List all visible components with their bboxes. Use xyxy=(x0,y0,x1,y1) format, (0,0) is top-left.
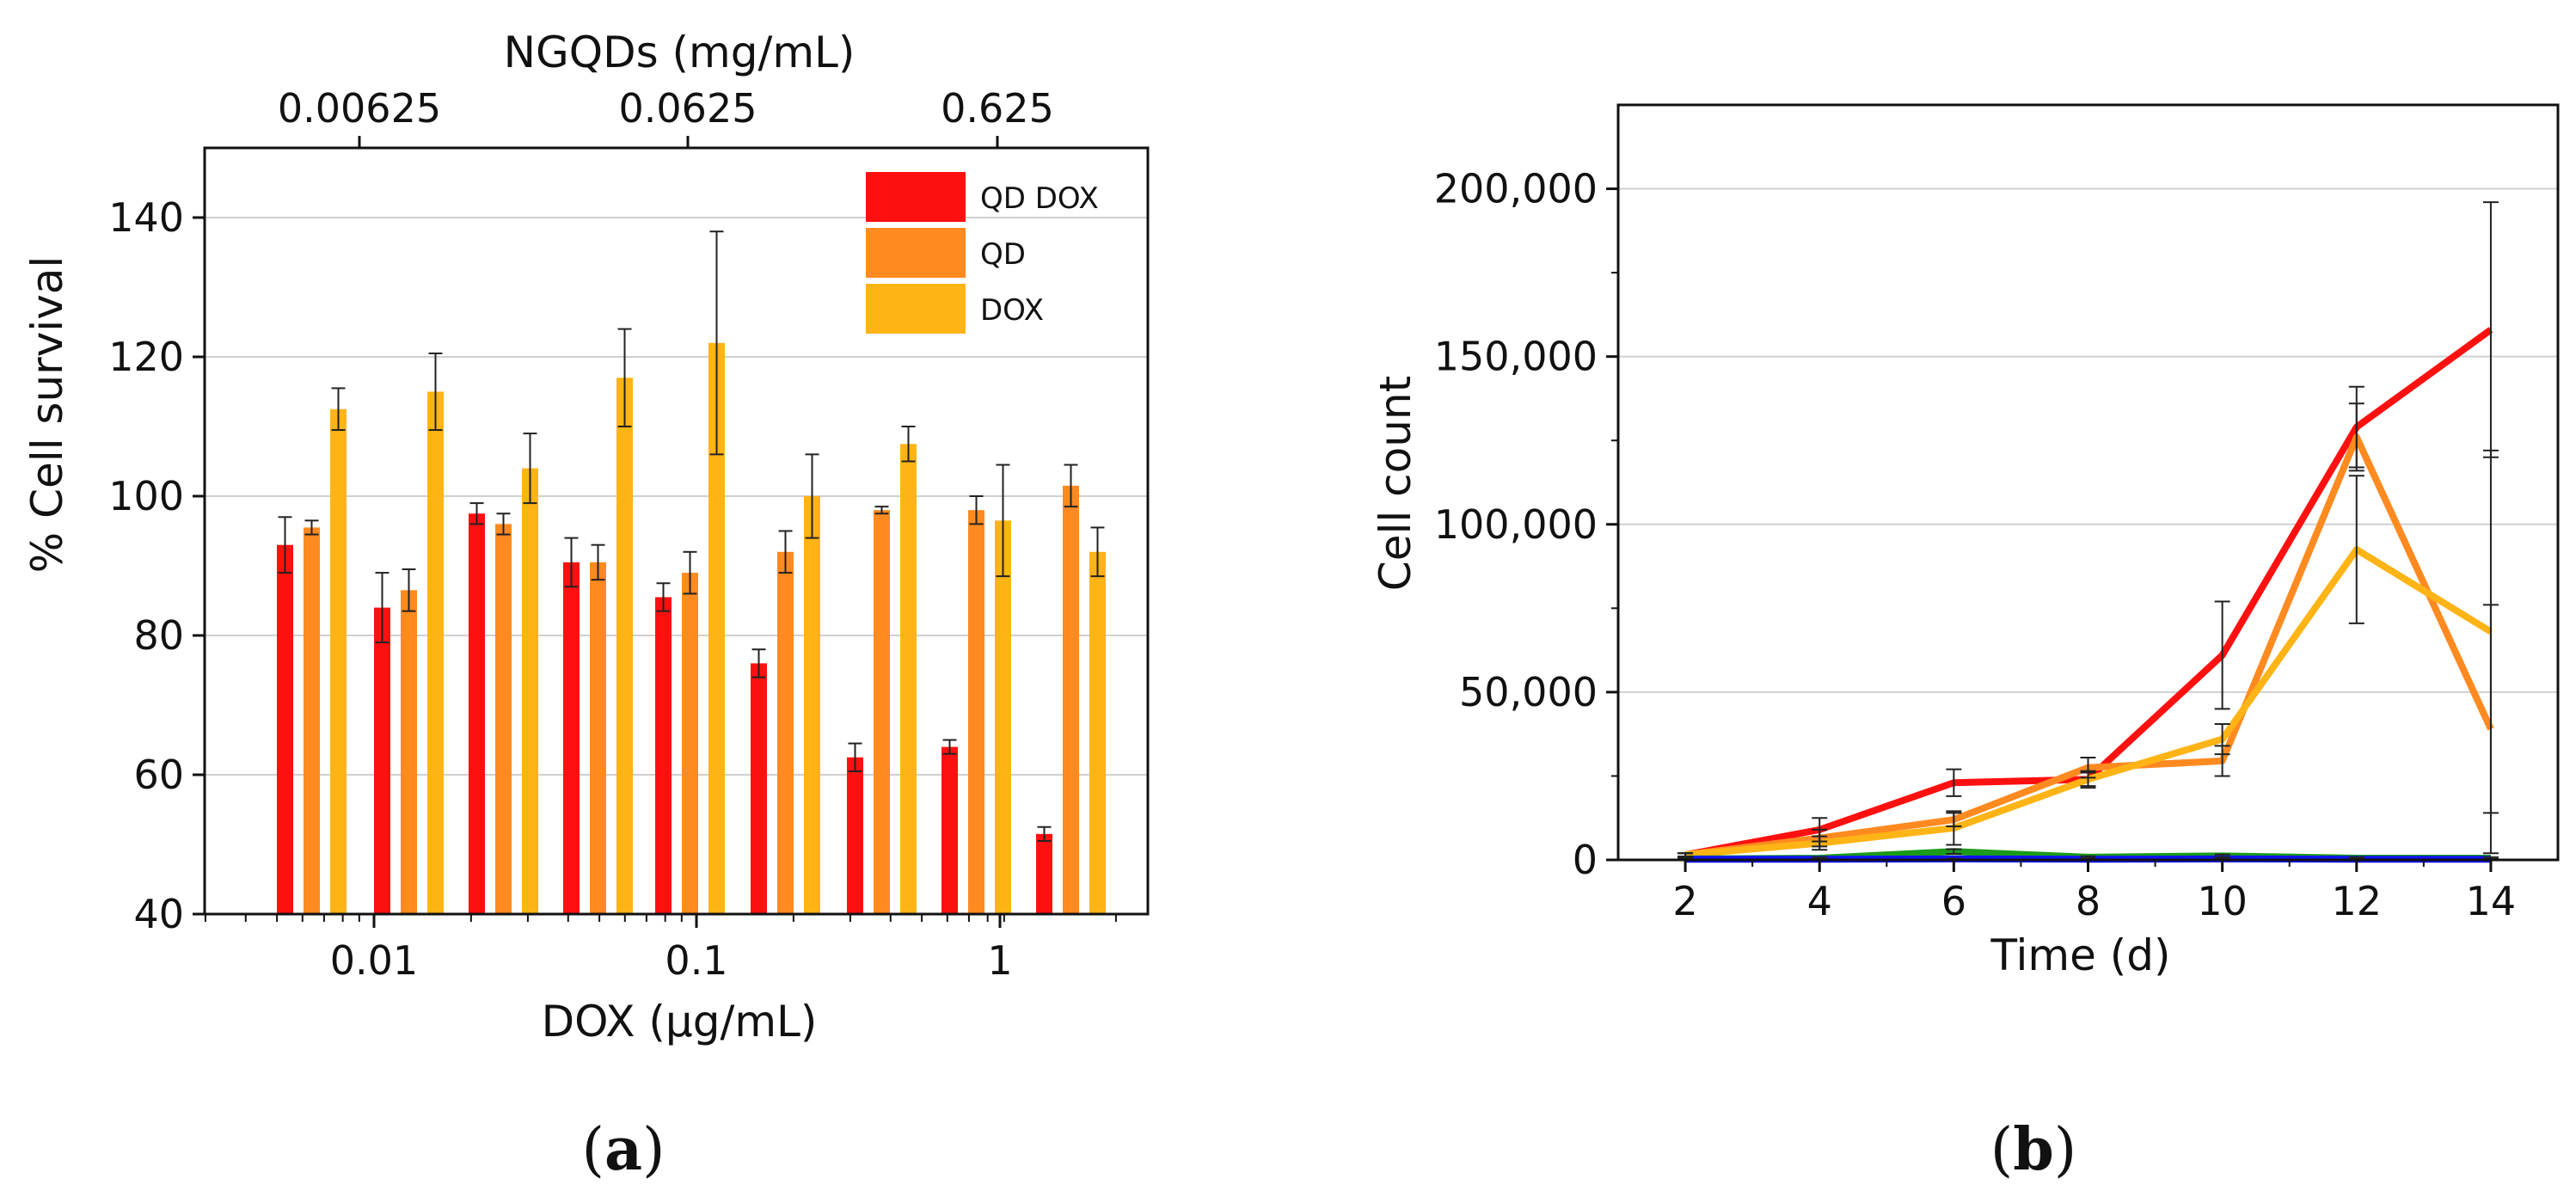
a-y-tick-label: 80 xyxy=(133,612,184,659)
a-legend-swatch xyxy=(866,284,966,334)
a-bar xyxy=(900,444,917,914)
a-bar xyxy=(847,758,863,914)
panel-b-label-letter: b xyxy=(2013,1115,2054,1184)
b-x-tick-label: 2 xyxy=(1672,878,1697,924)
b-x-tick-label: 14 xyxy=(2466,878,2517,924)
a-bar xyxy=(751,663,767,914)
a-bar xyxy=(682,573,698,914)
a-bar xyxy=(374,608,390,914)
a-top-tick-label: 0.625 xyxy=(941,85,1054,132)
a-top-axis-title: NGQDs (mg/mL) xyxy=(504,28,856,77)
b-y-tick-label: 100,000 xyxy=(1434,501,1598,548)
a-bar xyxy=(277,545,293,914)
a-bar xyxy=(968,510,984,914)
b-x-tick-label: 6 xyxy=(1941,878,1966,924)
b-x-tick-label: 8 xyxy=(2076,878,2101,924)
a-bar xyxy=(616,377,633,914)
a-bar xyxy=(495,524,512,914)
a-x-tick-label: 1 xyxy=(987,937,1012,984)
a-bar xyxy=(1063,486,1079,914)
a-y-tick-label: 60 xyxy=(133,752,184,798)
a-bars xyxy=(277,343,1106,914)
figure: 406080100120140 0.01 0.1 1 0.00625 0.0625 0.… xyxy=(0,0,2576,1203)
a-bar xyxy=(1089,552,1106,914)
b-series-line-orange xyxy=(1685,437,2491,855)
b-y-axis-title: Cell count xyxy=(1371,376,1420,591)
panel-a-label-open: ( xyxy=(581,1116,604,1184)
a-y-ticks: 40 60 80 100 120 140 xyxy=(108,194,205,937)
a-x-ticks: 0.01 0.1 1 xyxy=(205,914,1116,984)
b-plot-frame xyxy=(1618,105,2558,860)
a-y-tick-label: 100 xyxy=(108,473,184,519)
a-bar xyxy=(655,597,672,914)
panel-a-label-letter: a xyxy=(604,1115,642,1184)
a-legend-label: DOX xyxy=(980,293,1044,328)
a-bar xyxy=(874,510,890,914)
a-top-tick-label: 0.0625 xyxy=(619,85,757,132)
b-x-tick-label: 4 xyxy=(1807,878,1832,924)
b-y-ticks: 0 50,000 100,000 150,000 200,000 xyxy=(1434,166,1618,883)
a-legend-swatch xyxy=(866,172,966,222)
panel-b-label: (b) xyxy=(1990,1115,2077,1184)
b-y-tick-label: 150,000 xyxy=(1434,334,1598,380)
a-bar xyxy=(427,392,444,915)
b-y-tick-label: 200,000 xyxy=(1434,166,1598,212)
a-legend-label: QD DOX xyxy=(980,181,1099,216)
a-bar xyxy=(777,552,794,914)
a-bar xyxy=(304,527,320,914)
a-legend-label: QD xyxy=(980,237,1026,272)
a-bar xyxy=(804,496,820,914)
a-bar xyxy=(995,520,1011,914)
b-series-line-yellow xyxy=(1685,549,2491,855)
b-x-tick-label: 10 xyxy=(2197,878,2248,924)
a-bar xyxy=(522,469,538,914)
b-y-tick-label: 0 xyxy=(1573,837,1598,883)
a-legend: QD DOX QD DOX xyxy=(866,172,1099,334)
a-x-tick-label: 0.01 xyxy=(330,937,418,984)
a-bar xyxy=(590,562,606,914)
b-x-tick-label: 12 xyxy=(2332,878,2383,924)
a-y-tick-label: 140 xyxy=(108,194,184,241)
a-bar xyxy=(330,409,347,914)
b-y-tick-label: 50,000 xyxy=(1459,669,1598,715)
a-bar xyxy=(401,590,417,914)
a-bar xyxy=(563,562,580,914)
a-top-tick-label: 0.00625 xyxy=(278,85,441,132)
panel-a-label-close: ) xyxy=(642,1116,665,1184)
b-error-bars xyxy=(1677,202,2499,859)
b-x-axis-title: Time (d) xyxy=(1990,930,2170,980)
a-bar xyxy=(1036,834,1052,914)
panel-b-label-close: ) xyxy=(2054,1116,2077,1184)
b-gridlines xyxy=(1618,189,2558,692)
a-top-ticks: 0.00625 0.0625 0.625 xyxy=(278,85,1054,148)
a-y-tick-label: 40 xyxy=(133,891,184,937)
a-bar xyxy=(941,747,958,914)
b-x-ticks: 2 4 6 8 10 12 14 xyxy=(1672,860,2516,924)
a-bar xyxy=(469,513,485,914)
a-y-axis-title: % Cell survival xyxy=(22,256,72,574)
a-x-tick-label: 0.1 xyxy=(665,937,727,984)
a-y-tick-label: 120 xyxy=(108,334,184,380)
a-x-axis-title: DOX (µg/mL) xyxy=(542,997,818,1046)
panel-b-label-open: ( xyxy=(1990,1116,2014,1184)
panel-a-label: (a) xyxy=(581,1115,665,1184)
a-legend-swatch xyxy=(866,228,966,278)
